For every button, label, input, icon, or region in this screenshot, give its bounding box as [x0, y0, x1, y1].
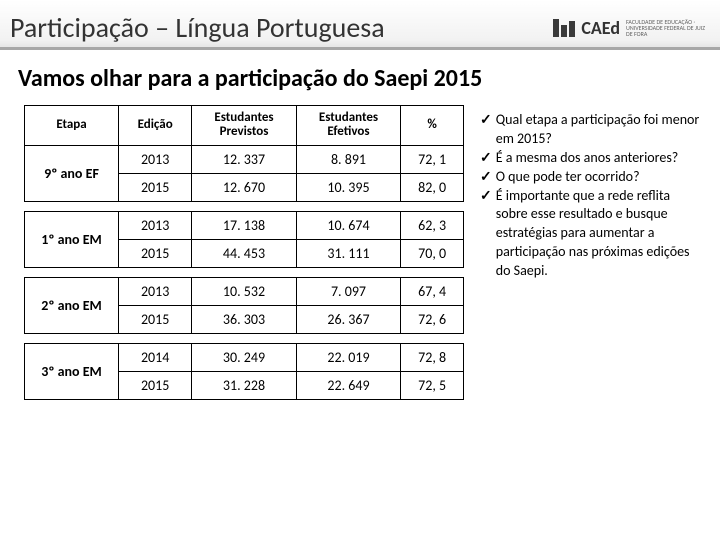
check-icon: ✓	[480, 111, 492, 149]
cell: 2013	[119, 277, 192, 305]
cell: 31. 228	[192, 371, 297, 399]
cell: 22. 649	[296, 371, 401, 399]
col-etapa: Etapa	[25, 106, 119, 146]
cell: 67, 4	[401, 277, 464, 305]
note-item: ✓ É a mesma dos anos anteriores?	[480, 149, 700, 168]
table-row: 1º ano EM 2013 17. 138 10. 674 62, 3	[25, 211, 464, 239]
cell: 2015	[119, 173, 192, 201]
cell: 10. 674	[296, 211, 401, 239]
note-text: É a mesma dos anos anteriores?	[496, 149, 679, 168]
cell: 2015	[119, 371, 192, 399]
cell: 10. 532	[192, 277, 297, 305]
cell: 8. 891	[296, 145, 401, 173]
subtitle: Vamos olhar para a participação do Saepi…	[0, 50, 720, 101]
cell: 72, 8	[401, 343, 464, 371]
etapa-cell: 3º ano EM	[25, 343, 119, 399]
page-title: Participação – Língua Portuguesa	[10, 10, 385, 45]
participation-table: Etapa Edição Estudantes Previstos Estuda…	[24, 105, 464, 400]
cell: 44. 453	[192, 239, 297, 267]
cell: 36. 303	[192, 305, 297, 333]
table-row: 9º ano EF 2013 12. 337 8. 891 72, 1	[25, 145, 464, 173]
cell: 2015	[119, 239, 192, 267]
cell: 17. 138	[192, 211, 297, 239]
col-previstos: Estudantes Previstos	[192, 106, 297, 146]
check-icon: ✓	[480, 168, 492, 187]
cell: 72, 6	[401, 305, 464, 333]
cell: 2013	[119, 211, 192, 239]
cell: 82, 0	[401, 173, 464, 201]
cell: 72, 1	[401, 145, 464, 173]
table-row: 3º ano EM 2014 30. 249 22. 019 72, 8	[25, 343, 464, 371]
note-item: ✓ É importante que a rede reflita sobre …	[480, 187, 700, 281]
etapa-cell: 9º ano EF	[25, 145, 119, 201]
cell: 7. 097	[296, 277, 401, 305]
logo-text: CAEd	[581, 17, 620, 39]
cell: 22. 019	[296, 343, 401, 371]
cell: 31. 111	[296, 239, 401, 267]
cell: 26. 367	[296, 305, 401, 333]
header-bar: Participação – Língua Portuguesa CAEd FA…	[0, 0, 720, 50]
cell: 2013	[119, 145, 192, 173]
col-pct: %	[401, 106, 464, 146]
cell: 2014	[119, 343, 192, 371]
check-icon: ✓	[480, 187, 492, 281]
logo: CAEd FACULDADE DE EDUCAÇÃO · UNIVERSIDAD…	[553, 17, 706, 39]
logo-subtext: FACULDADE DE EDUCAÇÃO · UNIVERSIDADE FED…	[626, 19, 706, 37]
cell: 72, 5	[401, 371, 464, 399]
note-text: É importante que a rede reflita sobre es…	[496, 187, 700, 281]
note-item: ✓ O que pode ter ocorrido?	[480, 168, 700, 187]
cell: 70, 0	[401, 239, 464, 267]
logo-mark-icon	[553, 19, 575, 37]
note-text: O que pode ter ocorrido?	[496, 168, 640, 187]
note-item: ✓ Qual etapa a participação foi menor em…	[480, 111, 700, 149]
etapa-cell: 2º ano EM	[25, 277, 119, 333]
notes-panel: ✓ Qual etapa a participação foi menor em…	[480, 105, 700, 281]
cell: 30. 249	[192, 343, 297, 371]
note-text: Qual etapa a participação foi menor em 2…	[496, 111, 700, 149]
col-efetivos: Estudantes Efetivos	[296, 106, 401, 146]
content-area: Etapa Edição Estudantes Previstos Estuda…	[0, 101, 720, 400]
cell: 62, 3	[401, 211, 464, 239]
table-row: 2º ano EM 2013 10. 532 7. 097 67, 4	[25, 277, 464, 305]
cell: 12. 337	[192, 145, 297, 173]
cell: 2015	[119, 305, 192, 333]
col-edicao: Edição	[119, 106, 192, 146]
check-icon: ✓	[480, 149, 492, 168]
cell: 12. 670	[192, 173, 297, 201]
cell: 10. 395	[296, 173, 401, 201]
etapa-cell: 1º ano EM	[25, 211, 119, 267]
